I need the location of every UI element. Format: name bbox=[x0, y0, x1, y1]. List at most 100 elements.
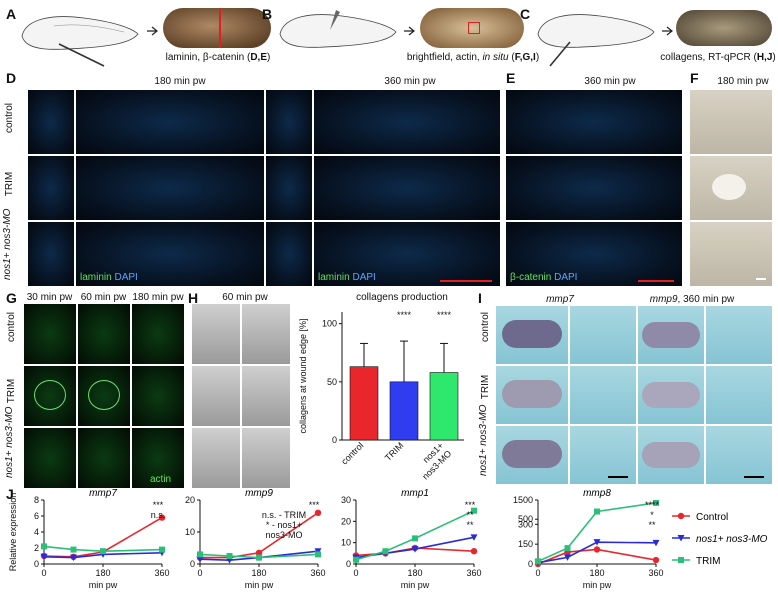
i-gene-mmp9: mmp9, 360 min pw bbox=[649, 294, 735, 305]
panel-letter-i: I bbox=[478, 290, 482, 306]
panel-letter-f: F bbox=[690, 70, 699, 86]
significance-annotation: nos3-MO bbox=[265, 530, 302, 540]
y-tick-label: 500 bbox=[518, 514, 533, 524]
y-tick-label: 0 bbox=[346, 559, 351, 569]
point-nos bbox=[411, 546, 419, 553]
i-mmp9-nos-whole bbox=[638, 426, 704, 484]
x-axis-label: min pw bbox=[401, 580, 430, 590]
x-tick-label: 360 bbox=[154, 568, 169, 578]
point-trim bbox=[353, 556, 359, 563]
i-mmp9-control-whole bbox=[638, 306, 704, 364]
point-trim bbox=[412, 535, 418, 542]
chart-title-mmp8: mmp8 bbox=[583, 488, 611, 499]
collagen-chart-title: collagens production bbox=[356, 292, 448, 303]
series-line-trim bbox=[537, 502, 657, 563]
h-img-trim-1 bbox=[192, 366, 240, 426]
y-tick-label: 2 bbox=[34, 543, 39, 553]
i-mmp7-trim-zoom bbox=[570, 366, 636, 424]
point-control bbox=[593, 546, 601, 553]
bar-trim bbox=[389, 381, 419, 441]
y-tick-label: 150 bbox=[518, 539, 533, 549]
significance-annotation: ** bbox=[648, 520, 656, 530]
g-img-60-nos bbox=[78, 428, 130, 488]
significance-annotation: * bbox=[650, 510, 654, 520]
f-img-control bbox=[690, 90, 772, 154]
point-trim bbox=[653, 499, 659, 506]
e-img-control bbox=[506, 90, 682, 154]
y-tick-label: 0 bbox=[332, 435, 337, 445]
panel-letter-e: E bbox=[506, 70, 516, 86]
point-nos bbox=[196, 556, 204, 563]
arrow-icon-a bbox=[147, 26, 158, 36]
h-img-control-2 bbox=[242, 304, 290, 364]
x-tick-label: 180 bbox=[95, 568, 110, 578]
point-trim bbox=[471, 507, 477, 514]
i-mmp9-trim-whole bbox=[638, 366, 704, 424]
x-tick-label: 0 bbox=[197, 568, 202, 578]
y-tick-label: 100 bbox=[322, 319, 337, 329]
i-scale-bar-1 bbox=[608, 476, 628, 478]
point-nos bbox=[652, 539, 660, 547]
y-tick-label: 8 bbox=[34, 495, 39, 505]
point-trim bbox=[315, 551, 321, 558]
point-nos bbox=[470, 534, 478, 541]
x-tick-label: 0 bbox=[353, 568, 358, 578]
arrow-icon-b bbox=[404, 26, 415, 36]
bar-control bbox=[349, 366, 379, 441]
g-img-180-nos bbox=[132, 428, 184, 488]
legend-label-nos: nos1+ nos3-MO bbox=[696, 534, 768, 545]
point-trim bbox=[535, 558, 541, 565]
y-tick-label: 50 bbox=[327, 377, 337, 387]
e-img-trim bbox=[506, 156, 682, 220]
series-line-control bbox=[537, 548, 657, 565]
g-img-30-nos bbox=[24, 428, 76, 488]
g-img-60-control bbox=[78, 304, 130, 364]
y-tick-label: 10 bbox=[185, 527, 195, 537]
y-tick-label: 30 bbox=[341, 495, 351, 505]
point-trim bbox=[226, 553, 233, 559]
y-tick-label: 4 bbox=[34, 527, 39, 537]
significance-annotation: *** bbox=[465, 500, 476, 510]
d-zoom-180-trim bbox=[76, 156, 264, 220]
point-nos bbox=[593, 539, 601, 546]
y-tick-label: 10 bbox=[341, 538, 351, 548]
d-row-trim: TRIM bbox=[4, 171, 15, 197]
d-stain-label-180: laminin DAPI bbox=[80, 272, 138, 283]
point-trim bbox=[70, 546, 77, 553]
i-mmp7-nos-zoom bbox=[570, 426, 636, 484]
significance-annotation: n.s. - TRIM bbox=[262, 510, 306, 520]
series-line-trim bbox=[199, 553, 319, 559]
series-line-trim bbox=[43, 545, 163, 553]
point-trim bbox=[564, 545, 571, 552]
d-thumb-360-nos bbox=[266, 222, 312, 286]
legend-marker-trim bbox=[678, 557, 684, 563]
panel-letter-b: B bbox=[262, 6, 273, 22]
significance-annotation: n.s. bbox=[151, 510, 166, 520]
point-trim bbox=[256, 554, 262, 561]
embryo-photo-b bbox=[420, 8, 524, 48]
tadpole-schematic-a bbox=[21, 16, 139, 67]
d-zoom-180-control bbox=[76, 90, 264, 154]
f-scale-bar bbox=[756, 278, 766, 280]
i-mmp9-trim-zoom bbox=[706, 366, 772, 424]
y-tick-label: 20 bbox=[185, 495, 195, 505]
i-row-nos: nos1+ nos3-MO bbox=[478, 404, 489, 476]
e-time: 360 min pw bbox=[584, 76, 636, 87]
chart-title-mmp1: mmp1 bbox=[401, 488, 429, 499]
d-thumb-180-control bbox=[28, 90, 74, 154]
x-tick-label: 180 bbox=[589, 568, 604, 578]
significance-annotation: *** bbox=[153, 500, 164, 510]
point-trim bbox=[159, 546, 165, 553]
chart-title-mmp9: mmp9 bbox=[245, 488, 273, 499]
i-mmp9-nos-zoom bbox=[706, 426, 772, 484]
x-tick-label: 0 bbox=[41, 568, 46, 578]
y-tick-label: 0 bbox=[528, 559, 533, 569]
point-nos bbox=[70, 554, 77, 562]
h-img-nos-1 bbox=[192, 428, 240, 488]
embryo-photo-a bbox=[163, 8, 271, 48]
y-tick-label: 1500 bbox=[513, 495, 533, 505]
legend-label-control: Control bbox=[696, 512, 728, 523]
g-img-30-trim bbox=[24, 366, 76, 426]
g-time-180: 180 min pw bbox=[132, 292, 184, 303]
i-scale-bar-2 bbox=[744, 476, 764, 478]
